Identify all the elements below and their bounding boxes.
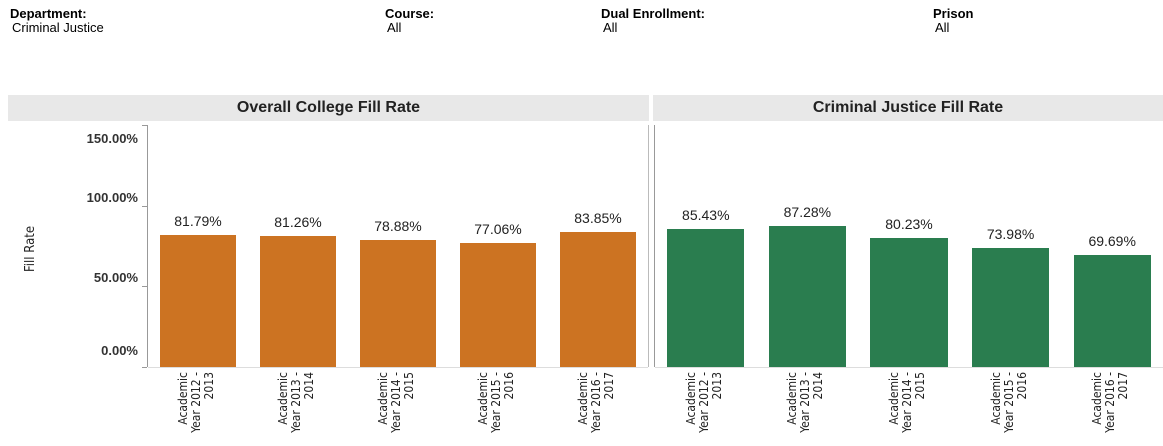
data-label: 80.23% [885,215,933,232]
filter-value: All [935,20,950,35]
x-tick-label: Academic Year 2015 - 2016 [476,372,516,433]
bar [460,242,536,367]
data-label: 73.98% [986,225,1035,242]
panel-title: Criminal Justice Fill Rate [653,95,1163,121]
bar [260,235,336,367]
axis-line [147,125,148,367]
x-tick-label: Academic Year 2012 - 2013 [176,372,216,433]
data-label: 85.43% [682,207,730,224]
filter-value: Criminal Justice [12,20,104,35]
bar [667,229,745,367]
x-tick-label: Academic Year 2015 - 2016 [988,372,1029,433]
data-label: 78.88% [374,217,422,234]
bar [768,226,846,367]
y-tick-label: 150.00% [86,131,138,146]
y-tick-mark [142,205,147,207]
data-label: 69.69% [1088,232,1136,249]
bar [971,247,1050,367]
y-axis-label: Fill Rate [23,225,38,272]
bar [870,237,948,367]
data-label: 81.79% [174,213,222,230]
y-tick-label: 100.00% [86,189,138,205]
bar [360,239,436,367]
y-tick-mark [142,286,147,288]
baseline [148,367,648,368]
data-label: 87.28% [783,204,832,221]
filter-label: Course: [385,6,435,21]
filter-label: Prison [933,6,974,21]
y-tick-label: 0.00% [101,343,138,358]
x-tick-label: Academic Year 2014 - 2015 [887,372,927,433]
data-label: 81.26% [274,213,322,230]
data-label: 83.85% [574,209,622,226]
x-tick-label: Academic Year 2014 - 2015 [376,372,416,433]
bar [1073,254,1151,367]
x-tick-label: Academic Year 2016 - 2017 [1090,372,1131,433]
y-tick-mark [142,367,147,368]
filter-label: Department: [10,6,87,21]
y-tick-label: 50.00% [93,270,138,286]
x-tick-label: Academic Year 2016 - 2017 [576,372,616,433]
x-tick-label: Academic Year 2013 - 2014 [276,372,316,433]
filter-label: Dual Enrollment: [601,6,706,21]
panel-title: Overall College Fill Rate [8,95,649,121]
baseline [655,367,1163,368]
bar [160,235,236,367]
filter-value: All [603,20,618,35]
y-tick-mark [142,125,147,126]
x-tick-label: Academic Year 2012 - 2013 [683,372,724,433]
axis-line [654,125,655,367]
bar [560,231,636,367]
x-tick-label: Academic Year 2013 - 2014 [785,372,826,433]
panel-divider [648,125,649,367]
data-label: 77.06% [474,220,522,237]
filter-value: All [387,20,402,35]
